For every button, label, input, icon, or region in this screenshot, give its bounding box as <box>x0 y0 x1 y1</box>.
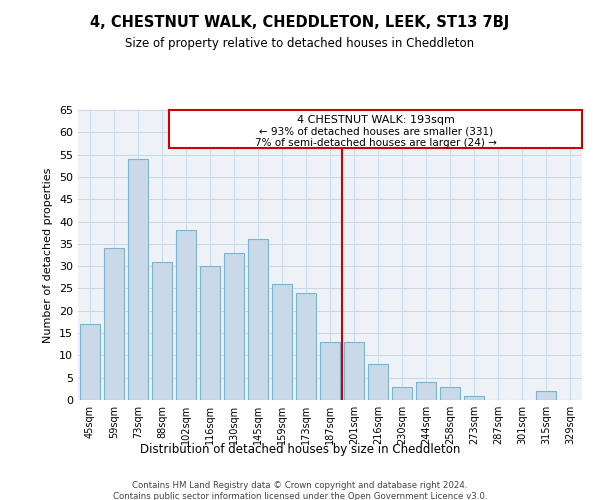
Bar <box>296 293 316 400</box>
Text: ← 93% of detached houses are smaller (331): ← 93% of detached houses are smaller (33… <box>259 126 493 136</box>
Y-axis label: Number of detached properties: Number of detached properties <box>43 168 53 342</box>
Text: Distribution of detached houses by size in Cheddleton: Distribution of detached houses by size … <box>140 442 460 456</box>
Text: Contains public sector information licensed under the Open Government Licence v3: Contains public sector information licen… <box>113 492 487 500</box>
Bar <box>128 159 148 400</box>
Bar <box>169 110 582 148</box>
Bar <box>440 386 460 400</box>
Bar <box>152 262 172 400</box>
Bar <box>80 324 100 400</box>
Text: Contains HM Land Registry data © Crown copyright and database right 2024.: Contains HM Land Registry data © Crown c… <box>132 481 468 490</box>
Bar <box>248 240 268 400</box>
Bar <box>320 342 340 400</box>
Bar <box>104 248 124 400</box>
Text: 4, CHESTNUT WALK, CHEDDLETON, LEEK, ST13 7BJ: 4, CHESTNUT WALK, CHEDDLETON, LEEK, ST13… <box>91 15 509 30</box>
Bar <box>200 266 220 400</box>
Bar <box>272 284 292 400</box>
Bar <box>464 396 484 400</box>
Bar <box>344 342 364 400</box>
Bar <box>224 253 244 400</box>
Bar <box>176 230 196 400</box>
Bar <box>368 364 388 400</box>
Text: 4 CHESTNUT WALK: 193sqm: 4 CHESTNUT WALK: 193sqm <box>296 116 455 126</box>
Bar <box>536 391 556 400</box>
Bar <box>392 386 412 400</box>
Text: 7% of semi-detached houses are larger (24) →: 7% of semi-detached houses are larger (2… <box>254 138 497 147</box>
Text: Size of property relative to detached houses in Cheddleton: Size of property relative to detached ho… <box>125 38 475 51</box>
Bar <box>416 382 436 400</box>
